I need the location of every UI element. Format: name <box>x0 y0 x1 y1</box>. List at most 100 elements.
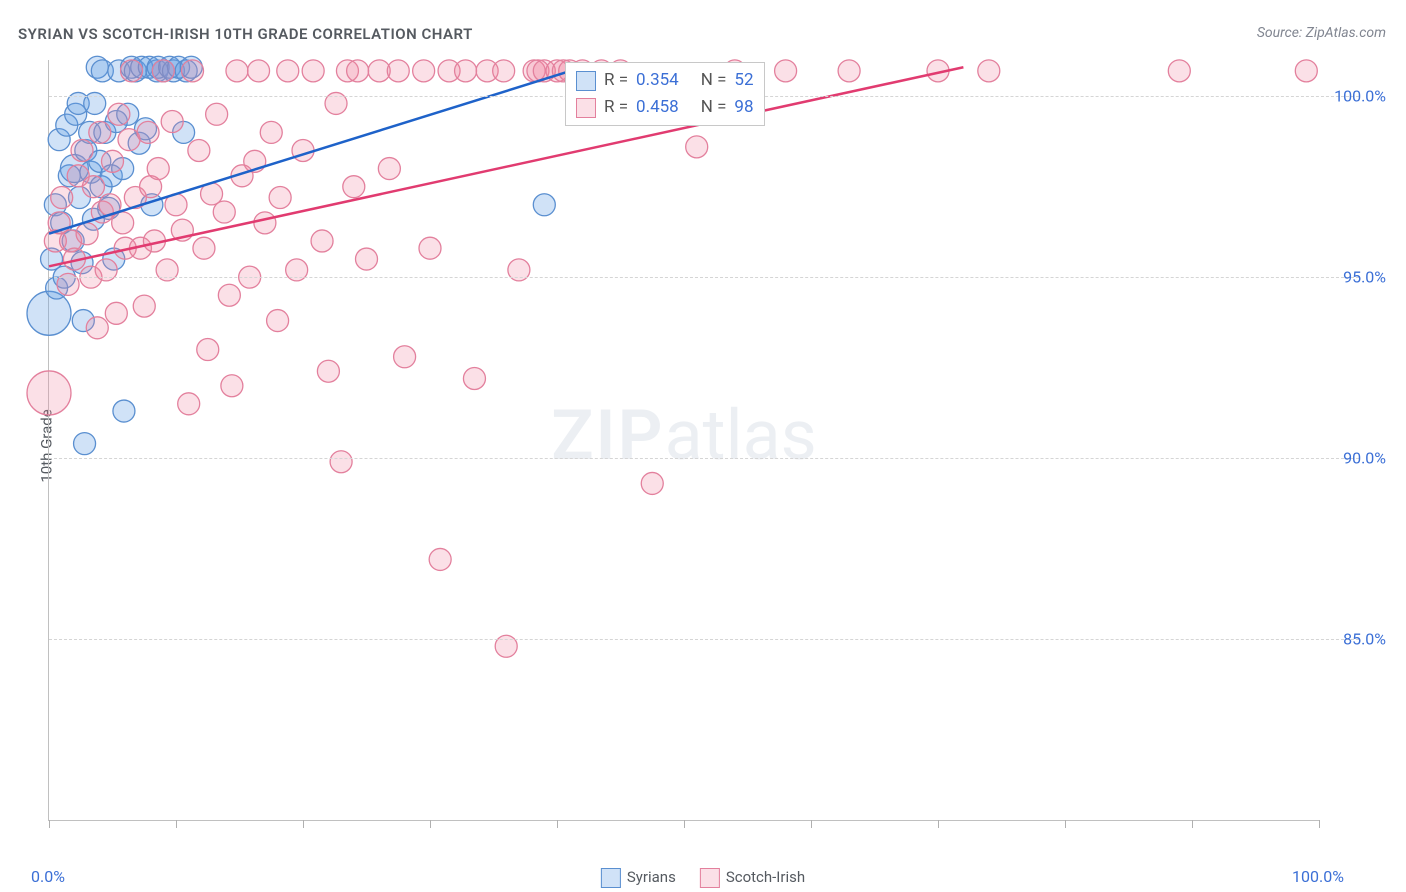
data-point <box>226 60 248 82</box>
x-tick <box>684 820 685 828</box>
x-tick <box>176 820 177 828</box>
data-point <box>775 60 797 82</box>
data-point <box>197 339 219 361</box>
data-point <box>27 291 71 335</box>
data-point <box>429 548 451 570</box>
data-point <box>311 230 333 252</box>
data-point <box>76 223 98 245</box>
data-point <box>1168 60 1190 82</box>
data-point <box>86 317 108 339</box>
data-point <box>82 176 104 198</box>
data-point <box>182 60 204 82</box>
legend-swatch <box>576 98 596 118</box>
legend-n-value: 98 <box>734 94 753 121</box>
data-point <box>317 360 339 382</box>
x-tick <box>938 820 939 828</box>
data-point <box>455 60 477 82</box>
data-point <box>188 139 210 161</box>
data-point <box>108 103 130 125</box>
data-point <box>302 60 324 82</box>
data-point <box>137 121 159 143</box>
y-tick-label: 100.0% <box>1306 87 1386 106</box>
legend-n-label: N = <box>701 67 727 94</box>
legend-n-value: 52 <box>734 67 753 94</box>
data-point <box>463 367 485 389</box>
data-point <box>178 393 200 415</box>
legend-n-label: N = <box>701 94 727 121</box>
data-point <box>152 60 174 82</box>
data-point <box>147 158 169 180</box>
x-tick <box>303 820 304 828</box>
gridline-h <box>49 639 1359 640</box>
data-point <box>343 176 365 198</box>
data-point <box>112 212 134 234</box>
data-point <box>74 433 96 455</box>
data-point <box>277 60 299 82</box>
data-point <box>533 194 555 216</box>
legend-r-value: 0.458 <box>636 94 679 121</box>
x-tick-label: 0.0% <box>31 867 65 886</box>
data-point <box>347 60 369 82</box>
data-point <box>394 346 416 368</box>
legend-swatch <box>700 868 720 888</box>
source-attribution: Source: ZipAtlas.com <box>1257 25 1386 41</box>
data-point <box>413 60 435 82</box>
legend-row: R = 0.458 N = 98 <box>576 94 754 121</box>
data-point <box>387 60 409 82</box>
data-point <box>105 302 127 324</box>
chart-svg <box>49 60 1319 820</box>
data-point <box>89 121 111 143</box>
data-point <box>838 60 860 82</box>
y-tick-label: 85.0% <box>1306 630 1386 649</box>
data-point <box>121 60 143 82</box>
x-tick <box>1192 820 1193 828</box>
data-point <box>260 121 282 143</box>
data-point <box>102 150 124 172</box>
data-point <box>686 136 708 158</box>
legend-r-label: R = <box>604 67 628 94</box>
legend-item: Scotch-Irish <box>700 868 805 888</box>
data-point <box>218 284 240 306</box>
series-legend: Syrians Scotch-Irish <box>601 868 805 888</box>
x-tick <box>49 820 50 828</box>
data-point <box>493 60 515 82</box>
data-point <box>27 371 71 415</box>
legend-label: Syrians <box>627 868 676 886</box>
legend-item: Syrians <box>601 868 676 888</box>
data-point <box>330 451 352 473</box>
gridline-h <box>49 458 1359 459</box>
chart-title: SYRIAN VS SCOTCH-IRISH 10TH GRADE CORREL… <box>18 25 473 43</box>
legend-r-label: R = <box>604 94 628 121</box>
x-tick-label: 100.0% <box>1292 867 1344 886</box>
x-tick <box>1319 820 1320 828</box>
data-point <box>193 237 215 259</box>
data-point <box>378 158 400 180</box>
y-tick-label: 90.0% <box>1306 449 1386 468</box>
data-point <box>248 60 270 82</box>
data-point <box>419 237 441 259</box>
plot-area: ZIPatlas <box>48 60 1319 821</box>
legend-r-value: 0.354 <box>636 67 679 94</box>
data-point <box>1295 60 1317 82</box>
legend-swatch <box>576 71 596 91</box>
data-point <box>221 375 243 397</box>
y-tick-label: 95.0% <box>1306 268 1386 287</box>
correlation-legend-box: R = 0.354 N = 52 R = 0.458 N = 98 <box>565 62 765 126</box>
legend-swatch <box>601 868 621 888</box>
data-point <box>269 187 291 209</box>
data-point <box>113 400 135 422</box>
data-point <box>254 212 276 234</box>
x-tick <box>430 820 431 828</box>
legend-row: R = 0.354 N = 52 <box>576 67 754 94</box>
gridline-h <box>49 277 1359 278</box>
data-point <box>161 111 183 133</box>
legend-label: Scotch-Irish <box>726 868 805 886</box>
data-point <box>292 139 314 161</box>
data-point <box>206 103 228 125</box>
x-tick <box>557 820 558 828</box>
data-point <box>71 139 93 161</box>
data-point <box>133 295 155 317</box>
data-point <box>978 60 1000 82</box>
data-point <box>213 201 235 223</box>
x-tick <box>1065 820 1066 828</box>
